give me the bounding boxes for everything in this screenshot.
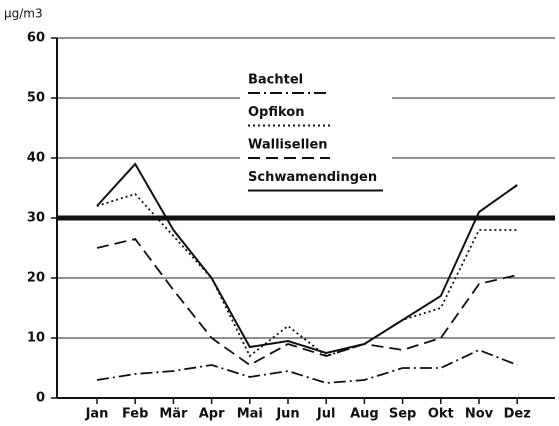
series-line bbox=[96, 237, 518, 367]
series-line bbox=[96, 162, 518, 355]
legend-label: Schwamendingen bbox=[248, 170, 377, 185]
unit-label: µg/m3 bbox=[4, 7, 43, 21]
x-tick-label: Apr bbox=[199, 407, 225, 422]
y-tick-label: 10 bbox=[27, 331, 45, 346]
legend-background bbox=[240, 68, 392, 200]
series-line bbox=[96, 349, 518, 384]
x-tick-label: Jul bbox=[316, 407, 336, 422]
x-tick-label: Aug bbox=[350, 407, 379, 422]
y-tick-label: 60 bbox=[27, 31, 45, 46]
y-tick-label: 50 bbox=[27, 91, 45, 106]
y-tick-label: 40 bbox=[27, 151, 45, 166]
x-tick-label: Dez bbox=[504, 407, 531, 422]
x-tick-label: Jan bbox=[85, 407, 109, 422]
legend-label: Bachtel bbox=[248, 73, 303, 88]
x-tick-label: Nov bbox=[465, 407, 494, 422]
y-tick-label: 20 bbox=[27, 271, 45, 286]
y-tick-label: 0 bbox=[36, 391, 45, 406]
x-tick-label: Feb bbox=[122, 407, 148, 422]
x-tick-label: Mai bbox=[237, 407, 263, 422]
x-tick-label: Okt bbox=[428, 407, 454, 422]
x-tick-label: Mär bbox=[159, 407, 188, 422]
legend-label: Opfikon bbox=[248, 105, 304, 120]
x-tick-label: Sep bbox=[389, 407, 417, 422]
legend-label: Wallisellen bbox=[248, 138, 328, 153]
x-tick-label: Jun bbox=[275, 407, 299, 422]
y-tick-label: 30 bbox=[27, 211, 45, 226]
